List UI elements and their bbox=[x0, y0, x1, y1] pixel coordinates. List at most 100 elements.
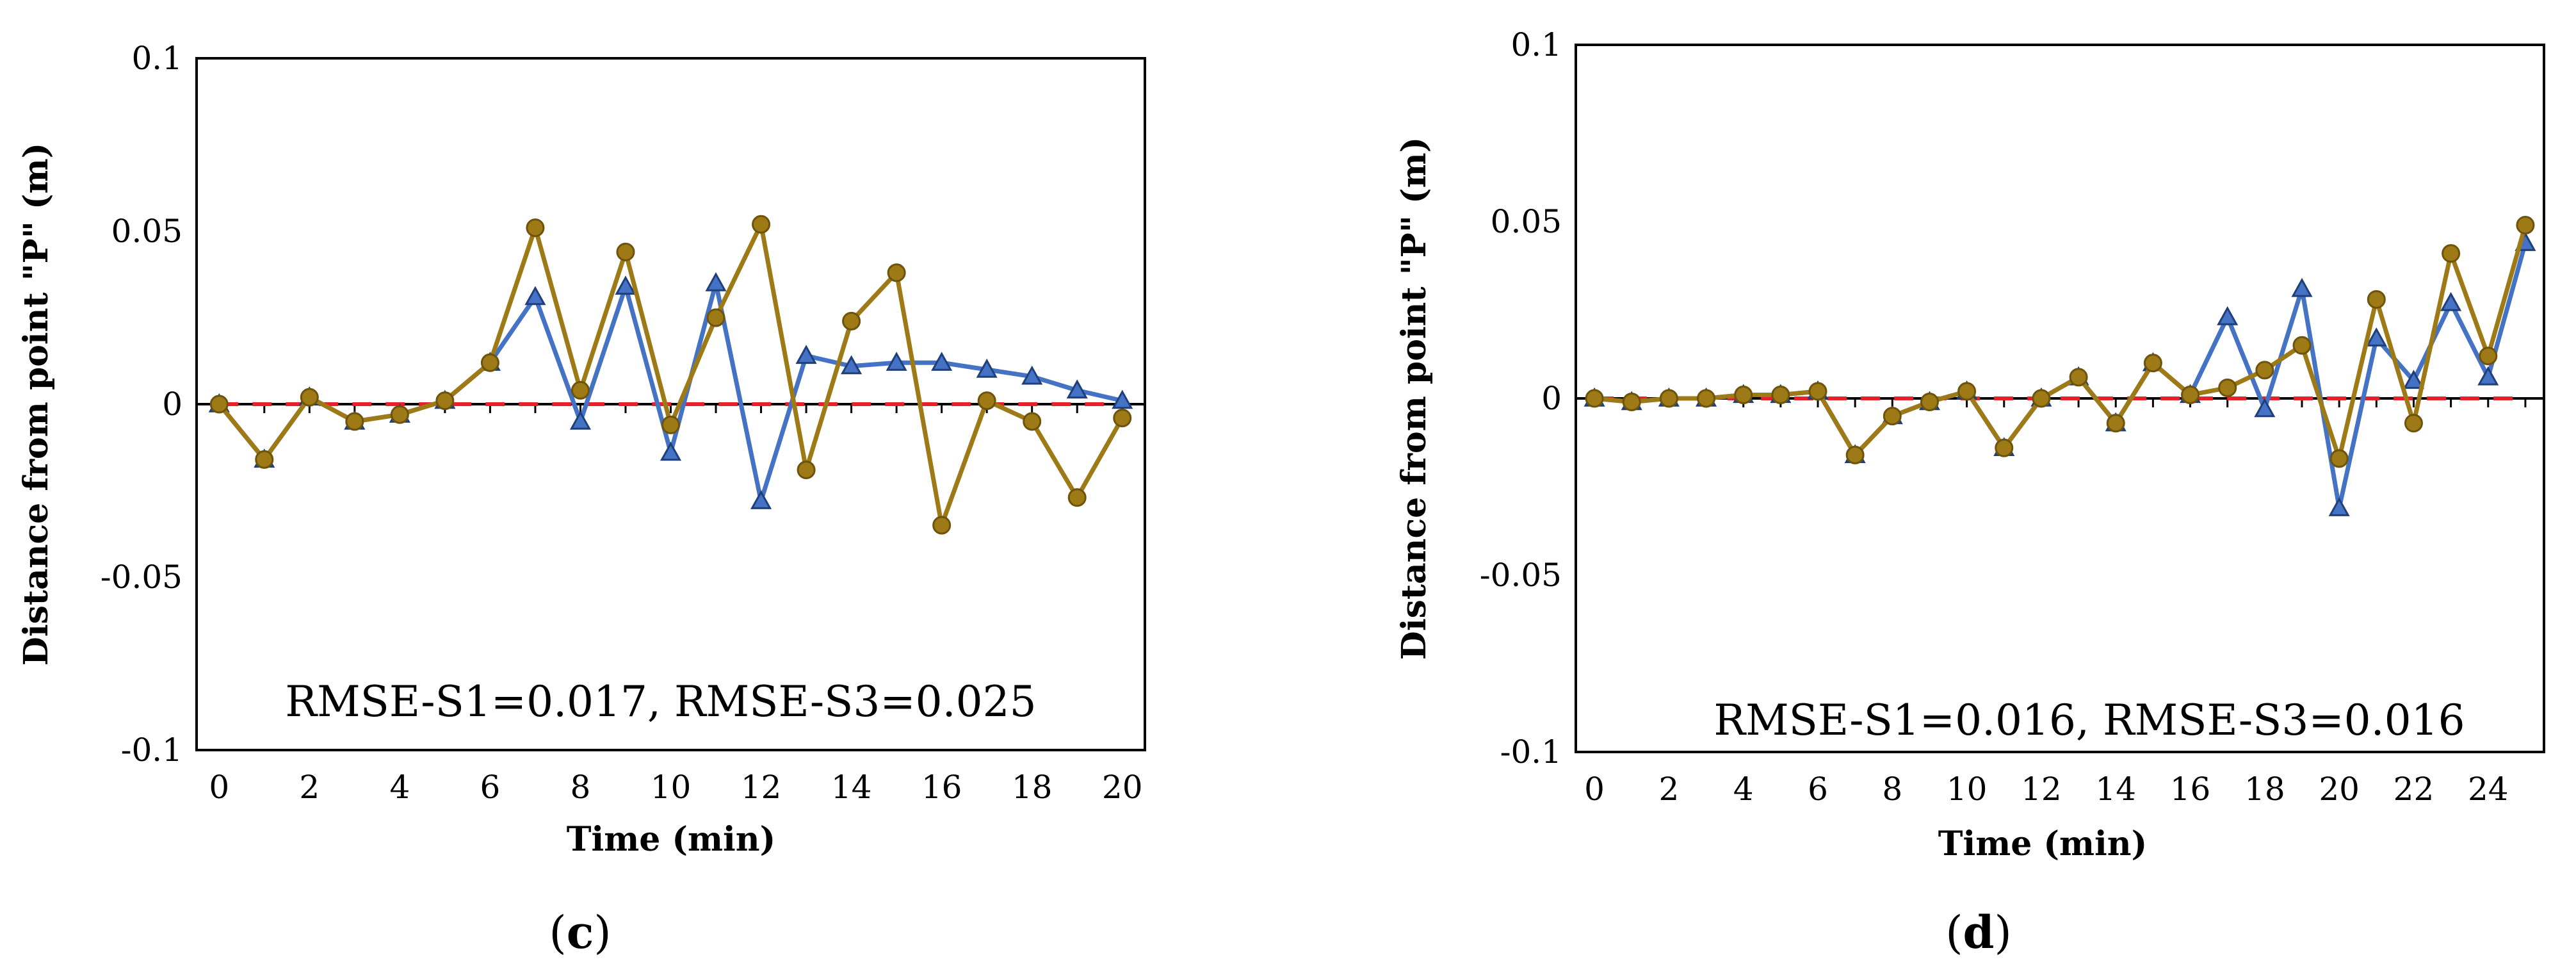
panel-paren-open-c: ( bbox=[549, 906, 566, 959]
x-axis-label-c: Time (min) bbox=[567, 820, 775, 859]
point-s3-d-2 bbox=[1659, 389, 1678, 408]
x-tick-label-d-1: 2 bbox=[1658, 771, 1679, 808]
x-axis-label-d: Time (min) bbox=[1938, 824, 2147, 863]
x-tick-labels-d: 0 2 4 6 8 10 12 14 16 18 20 22 24 bbox=[1584, 771, 2508, 808]
y-tick-labels-d: 0.1 0.05 0 -0.05 -0.1 bbox=[1480, 26, 1562, 771]
x-tick-label-d-9: 18 bbox=[2244, 771, 2285, 808]
point-s3-c-5 bbox=[435, 391, 455, 411]
y-tick-label-d-0: 0.1 bbox=[1511, 26, 1562, 63]
point-s1-c-13 bbox=[795, 345, 817, 364]
point-s1-d-19 bbox=[2291, 277, 2313, 297]
point-s3-c-20 bbox=[1113, 409, 1132, 428]
x-tick-label-d-10: 20 bbox=[2319, 771, 2360, 808]
panel-label-d: (d) bbox=[1945, 906, 2012, 959]
point-s3-c-18 bbox=[1023, 412, 1042, 431]
point-s3-c-14 bbox=[842, 311, 861, 331]
point-s3-d-1 bbox=[1622, 393, 1641, 412]
x-tick-label-d-11: 22 bbox=[2394, 771, 2434, 808]
point-s3-d-21 bbox=[2367, 290, 2386, 309]
point-s3-c-17 bbox=[977, 391, 996, 411]
y-axis-label-c: Distance from point "P" (m) bbox=[17, 143, 56, 666]
y-tick-label-d-4: -0.1 bbox=[1500, 733, 1562, 771]
y-tick-label-c-2: 0 bbox=[162, 386, 182, 423]
x-tick-labels-c: 0 2 4 6 8 10 12 14 16 18 20 bbox=[209, 769, 1142, 806]
point-s1-c-12 bbox=[750, 490, 772, 509]
x-tick-label-c-10: 20 bbox=[1102, 769, 1143, 806]
point-s3-c-12 bbox=[752, 215, 771, 234]
x-tick-label-d-3: 6 bbox=[1808, 771, 1828, 808]
x-tick-label-d-2: 4 bbox=[1733, 771, 1754, 808]
x-tick-label-c-4: 8 bbox=[571, 769, 591, 806]
x-tick-label-d-12: 24 bbox=[2468, 771, 2509, 808]
point-s1-d-22 bbox=[2402, 370, 2425, 389]
point-s3-c-6 bbox=[480, 353, 499, 372]
point-s3-d-17 bbox=[2218, 378, 2237, 397]
point-s1-c-14 bbox=[841, 355, 863, 375]
x-tick-label-c-0: 0 bbox=[209, 769, 229, 806]
point-s3-c-1 bbox=[255, 450, 274, 469]
x-tick-label-d-5: 10 bbox=[1947, 771, 1988, 808]
point-s1-d-20 bbox=[2328, 497, 2350, 516]
point-s3-d-3 bbox=[1697, 389, 1716, 408]
point-s3-d-22 bbox=[2404, 414, 2423, 433]
point-s1-c-8 bbox=[569, 410, 592, 430]
y-tick-label-d-1: 0.05 bbox=[1491, 203, 1562, 240]
x-tick-label-d-7: 14 bbox=[2095, 771, 2136, 808]
point-s1-c-9 bbox=[615, 275, 636, 295]
chart-c: 0.1 0.05 0 -0.05 -0.1 0 2 4 6 8 10 12 14 16 18 20 RMSE… bbox=[17, 40, 1146, 959]
point-s1-c-19 bbox=[1066, 379, 1088, 399]
point-s3-c-16 bbox=[932, 516, 952, 535]
point-s3-d-4 bbox=[1734, 385, 1753, 404]
point-s3-d-23 bbox=[2442, 244, 2461, 263]
point-s3-d-12 bbox=[2032, 389, 2051, 408]
point-s3-d-24 bbox=[2479, 347, 2498, 366]
annotation-c: RMSE-S1=0.017, RMSE-S3=0.025 bbox=[285, 677, 1036, 726]
point-s3-c-11 bbox=[706, 308, 725, 327]
point-s3-d-0 bbox=[1585, 389, 1604, 408]
point-s1-d-23 bbox=[2440, 291, 2462, 311]
point-s1-c-18 bbox=[1021, 365, 1043, 385]
point-s1-c-11 bbox=[705, 272, 727, 291]
x-tick-label-d-8: 16 bbox=[2170, 771, 2211, 808]
point-s3-d-15 bbox=[2143, 354, 2162, 373]
point-s1-c-20 bbox=[1112, 389, 1133, 409]
point-s3-d-14 bbox=[2106, 414, 2125, 433]
panel-label-c: (c) bbox=[549, 906, 611, 959]
x-tick-label-c-1: 2 bbox=[299, 769, 320, 806]
point-s1-c-16 bbox=[931, 352, 953, 371]
chart-d: 0.10.050-0.05-0.1 0 2 4 6 8 10 12 14 16 18 20 22 24 … bbox=[1395, 26, 2545, 959]
point-s3-d-7 bbox=[1845, 445, 1865, 464]
point-s3-c-2 bbox=[300, 388, 319, 407]
point-s3-d-5 bbox=[1771, 385, 1790, 404]
x-tick-label-c-8: 16 bbox=[921, 769, 962, 806]
x-tick-label-c-6: 12 bbox=[741, 769, 782, 806]
point-s1-d-24 bbox=[2477, 366, 2499, 386]
x-tick-label-d-6: 12 bbox=[2021, 771, 2062, 808]
point-s3-d-10 bbox=[1957, 382, 1977, 401]
panel-letter-d: d bbox=[1963, 906, 1995, 959]
point-s3-d-20 bbox=[2329, 449, 2349, 468]
point-s3-c-15 bbox=[887, 263, 906, 282]
x-tick-label-c-5: 10 bbox=[651, 769, 692, 806]
point-s3-d-11 bbox=[1995, 438, 2014, 457]
annotation-d: RMSE-S1=0.016, RMSE-S3=0.016 bbox=[1713, 696, 2465, 745]
point-s3-d-25 bbox=[2516, 216, 2535, 235]
panel-paren-open-d: ( bbox=[1945, 906, 1963, 959]
point-s3-d-8 bbox=[1883, 407, 1902, 426]
point-s1-c-15 bbox=[886, 352, 907, 371]
point-s1-c-17 bbox=[976, 358, 998, 378]
point-s3-c-8 bbox=[571, 380, 590, 400]
y-tick-label-d-3: -0.05 bbox=[1480, 557, 1562, 594]
point-s3-c-7 bbox=[526, 218, 545, 238]
point-s1-c-10 bbox=[660, 441, 682, 461]
x-tick-label-c-7: 14 bbox=[831, 769, 872, 806]
y-tick-label-d-2: 0 bbox=[1541, 380, 1562, 417]
y-tick-label-c-1: 0.05 bbox=[111, 213, 182, 250]
point-s1-c-7 bbox=[524, 286, 546, 306]
panel-paren-close-d: ) bbox=[1994, 906, 2011, 959]
point-s3-d-19 bbox=[2292, 336, 2312, 355]
panel-letter-c: c bbox=[567, 906, 594, 959]
panel-paren-close-c: ) bbox=[594, 906, 611, 959]
point-s3-d-9 bbox=[1920, 393, 1939, 412]
